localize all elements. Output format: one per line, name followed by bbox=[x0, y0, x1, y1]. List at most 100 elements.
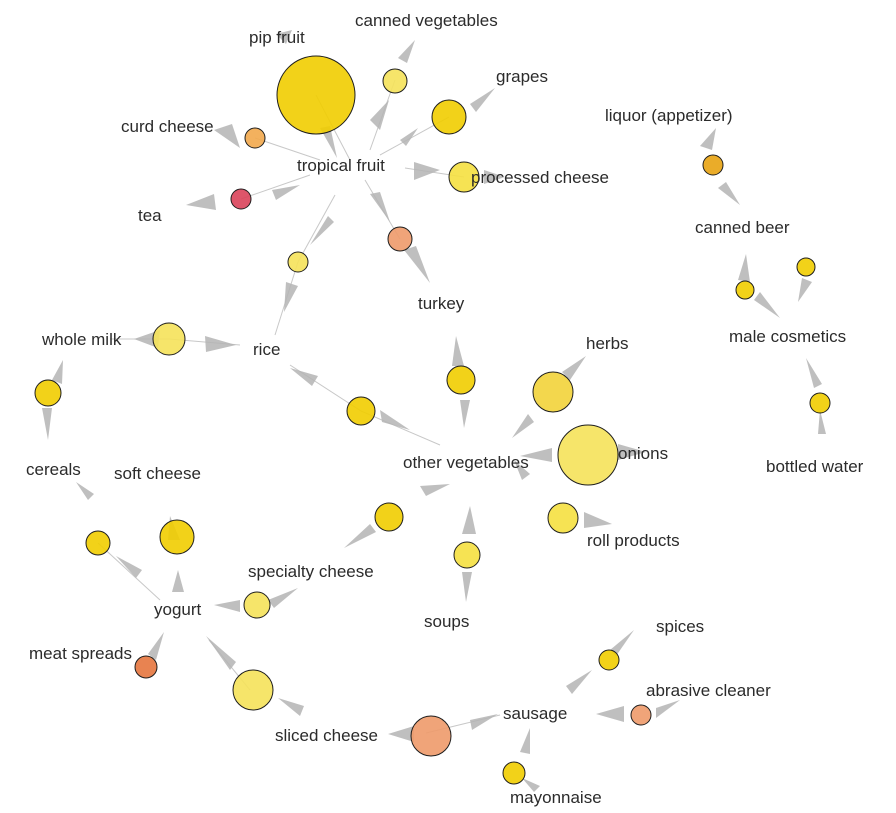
label-meat-spreads: meat spreads bbox=[29, 644, 132, 663]
rule-node[interactable] bbox=[85, 530, 111, 556]
label-soups: soups bbox=[424, 612, 469, 631]
rule-node[interactable] bbox=[448, 161, 480, 193]
label-rice: rice bbox=[253, 340, 280, 359]
label-tropical-fruit: tropical fruit bbox=[297, 156, 385, 175]
rule-node[interactable] bbox=[230, 188, 252, 210]
arrow-head bbox=[276, 30, 292, 44]
label-male-cosmetics: male cosmetics bbox=[729, 327, 846, 346]
label-specialty-cheese: specialty cheese bbox=[248, 562, 374, 581]
arrow-head bbox=[116, 556, 142, 578]
arrow-head bbox=[566, 670, 592, 694]
arrow-head bbox=[738, 254, 750, 282]
arrow-head bbox=[278, 698, 304, 716]
arrow-head bbox=[462, 572, 472, 602]
arrow-head bbox=[52, 360, 63, 384]
rule-nodes bbox=[34, 55, 831, 785]
arrow-head bbox=[206, 636, 236, 670]
arrow-head bbox=[798, 278, 812, 302]
arrow-head bbox=[370, 100, 389, 130]
rule-node[interactable] bbox=[159, 519, 195, 555]
rule-node[interactable] bbox=[152, 322, 186, 356]
rule-node[interactable] bbox=[382, 68, 408, 94]
label-grapes: grapes bbox=[496, 67, 548, 86]
rule-node[interactable] bbox=[410, 715, 452, 757]
rule-node[interactable] bbox=[598, 649, 620, 671]
arrow-head bbox=[656, 700, 680, 718]
label-spices: spices bbox=[656, 617, 704, 636]
rule-node[interactable] bbox=[287, 251, 309, 273]
rule-node[interactable] bbox=[557, 424, 619, 486]
edges bbox=[97, 79, 501, 734]
label-turkey: turkey bbox=[418, 294, 465, 313]
arrow-head bbox=[370, 192, 390, 222]
edge bbox=[240, 174, 311, 200]
rule-node[interactable] bbox=[453, 541, 481, 569]
edge bbox=[97, 542, 161, 601]
arrow-head bbox=[618, 444, 646, 460]
arrow-head bbox=[470, 88, 495, 112]
label-herbs: herbs bbox=[586, 334, 629, 353]
arrow-head bbox=[522, 778, 540, 792]
arrow-head bbox=[400, 128, 418, 146]
rule-node[interactable] bbox=[735, 280, 755, 300]
arrow-head bbox=[596, 706, 624, 722]
label-soft-cheese: soft cheese bbox=[114, 464, 201, 483]
label-onions: onions bbox=[618, 444, 668, 463]
rule-node[interactable] bbox=[431, 99, 467, 135]
arrow-head bbox=[398, 40, 415, 63]
arrow-head bbox=[205, 336, 236, 352]
rule-node[interactable] bbox=[34, 379, 62, 407]
arrow-head bbox=[76, 482, 94, 500]
arrow-head bbox=[268, 588, 298, 608]
arrow-head bbox=[520, 728, 530, 754]
arrow-head bbox=[284, 282, 298, 312]
arrow-head bbox=[344, 524, 376, 548]
arrow-head bbox=[420, 484, 450, 496]
arrow-head bbox=[584, 512, 612, 528]
arrow-head bbox=[380, 410, 410, 430]
rule-node[interactable] bbox=[532, 371, 574, 413]
arrow-head bbox=[562, 356, 586, 380]
label-roll-products: roll products bbox=[587, 531, 680, 550]
arrow-head bbox=[700, 128, 716, 150]
arrow-head bbox=[512, 414, 534, 438]
arrow-head bbox=[172, 570, 184, 592]
rule-node[interactable] bbox=[244, 127, 266, 149]
rule-node[interactable] bbox=[387, 226, 413, 252]
arrow-head bbox=[148, 632, 164, 660]
rule-node[interactable] bbox=[446, 365, 476, 395]
rule-node[interactable] bbox=[243, 591, 271, 619]
edge bbox=[297, 194, 336, 263]
arrow-head bbox=[272, 185, 300, 200]
arrow-head bbox=[452, 336, 464, 366]
rule-node[interactable] bbox=[276, 55, 356, 135]
arrow-head bbox=[520, 448, 552, 462]
rule-node[interactable] bbox=[232, 669, 274, 711]
label-cereals: cereals bbox=[26, 460, 81, 479]
rule-node[interactable] bbox=[796, 257, 816, 277]
arrow-head bbox=[414, 162, 440, 180]
rule-node[interactable] bbox=[809, 392, 831, 414]
arrow-head bbox=[806, 358, 822, 388]
rule-node[interactable] bbox=[502, 761, 526, 785]
arrow-head bbox=[388, 726, 414, 742]
arrow-head bbox=[404, 246, 430, 283]
arrow-head bbox=[42, 408, 52, 440]
arrow-head bbox=[470, 714, 498, 730]
arrow-head bbox=[484, 170, 505, 184]
arrowheads bbox=[42, 30, 826, 792]
rule-node[interactable] bbox=[134, 655, 158, 679]
label-yogurt: yogurt bbox=[154, 600, 202, 619]
label-bottled-water: bottled water bbox=[766, 457, 864, 476]
rule-node[interactable] bbox=[374, 502, 404, 532]
rule-node[interactable] bbox=[702, 154, 724, 176]
rule-node[interactable] bbox=[547, 502, 579, 534]
label-mayonnaise: mayonnaise bbox=[510, 788, 602, 807]
rule-node[interactable] bbox=[630, 704, 652, 726]
rule-node[interactable] bbox=[346, 396, 376, 426]
edge bbox=[254, 137, 321, 161]
arrow-head bbox=[460, 400, 470, 428]
item-labels: pip fruit canned vegetables grapes curd … bbox=[26, 11, 864, 807]
